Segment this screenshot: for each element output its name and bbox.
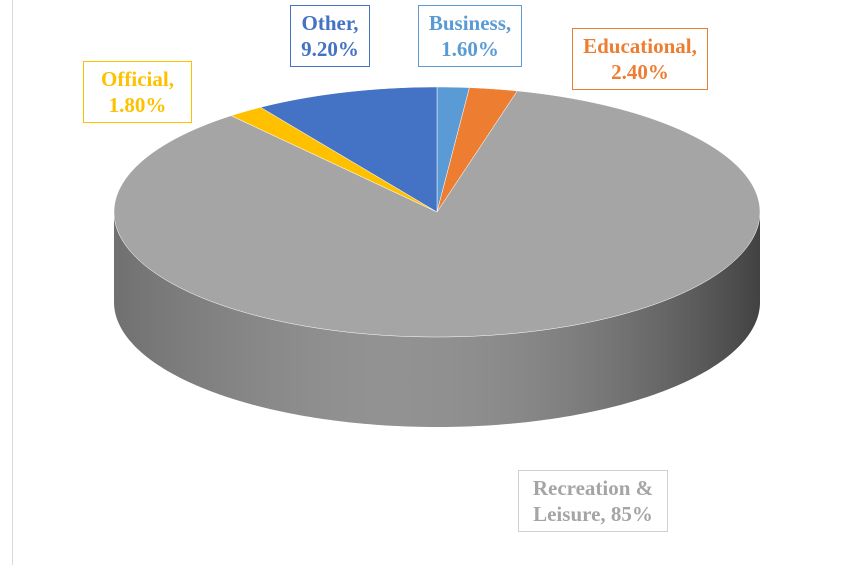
slice	[113, 90, 761, 338]
label-separator: ,	[691, 34, 697, 58]
slice	[259, 86, 438, 213]
label-separator: ,	[600, 502, 606, 526]
label-category: Official	[101, 67, 169, 91]
label-separator: ,	[505, 11, 512, 35]
label-value: 1.80%	[108, 93, 167, 117]
label-separator: ,	[353, 11, 359, 35]
slice-side-shade	[114, 212, 760, 427]
label-category: Other	[301, 11, 354, 35]
data-label: Business, 1.60%	[418, 5, 522, 67]
data-label: Other, 9.20%	[290, 5, 370, 67]
slice	[436, 87, 518, 213]
label-value: 9.20%	[301, 37, 359, 61]
data-label: Educational, 2.40%	[572, 28, 708, 90]
data-label: Recreation & Leisure, 85%	[518, 470, 668, 532]
data-label: Official, 1.80%	[83, 61, 192, 123]
slice	[230, 107, 438, 213]
label-category: Business	[428, 11, 506, 35]
label-value: 1.60%	[441, 37, 499, 61]
label-separator: ,	[168, 67, 174, 91]
label-value: 2.40%	[611, 60, 669, 84]
label-category: Recreation & Leisure	[532, 476, 654, 526]
label-value: 85%	[610, 502, 653, 526]
label-category: Educational	[583, 34, 692, 58]
